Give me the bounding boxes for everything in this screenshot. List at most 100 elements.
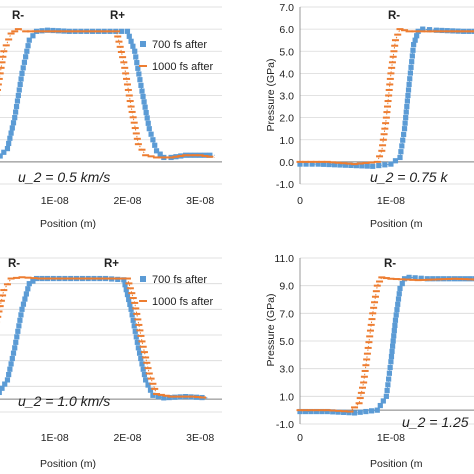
legend-marker [139,65,147,67]
data-point [123,277,131,280]
data-point [135,345,141,351]
data-point [6,371,12,378]
data-point [128,306,134,312]
data-point [147,377,155,380]
data-point [313,408,319,415]
data-point [206,155,214,158]
data-point [22,30,30,33]
data-point [86,277,94,280]
data-point [368,161,376,164]
chart-panel-top-right: -1.00.01.02.03.04.05.06.07.001E-082Posit… [265,2,474,230]
data-point [139,361,145,367]
data-point [76,277,84,280]
data-point [25,43,31,49]
data-point [150,137,156,143]
data-point [401,126,408,132]
data-point [113,277,121,280]
data-point [207,152,213,158]
data-point [121,277,127,283]
data-point [392,158,399,164]
data-point [0,83,2,86]
data-point [120,61,128,64]
data-point [117,50,125,53]
data-point [25,286,31,292]
data-point [15,328,21,334]
data-point [24,276,32,279]
legend-marker [140,41,146,47]
data-point [186,154,194,157]
data-point [351,410,358,416]
data-point [379,138,387,141]
data-point [0,77,3,80]
data-point [417,30,425,33]
data-point [20,65,26,71]
data-point [142,154,150,157]
data-point [382,122,390,125]
data-point [14,28,22,31]
data-point [191,154,199,157]
data-point [433,27,439,33]
data-point [18,76,24,82]
data-point [371,295,379,298]
data-point [0,294,7,297]
data-point [402,120,408,126]
annotation-r-plus: R+ [110,10,125,22]
series-1000fs [296,28,474,166]
data-point [157,393,165,396]
data-point [54,277,62,280]
data-point [145,382,151,388]
data-point [359,163,365,169]
data-point [167,395,175,398]
data-point [364,163,370,169]
x-tick-label: 2E-08 [113,432,141,444]
data-point [385,94,393,97]
data-point [42,30,50,33]
data-point [126,287,134,290]
data-point [397,154,403,161]
data-point [26,37,32,43]
data-point [407,70,413,76]
data-point [83,30,91,33]
data-point [19,306,25,312]
data-point [129,297,137,300]
data-point [380,398,386,404]
series-1000fs [0,276,208,399]
data-point [138,340,146,343]
data-point [382,162,388,168]
data-point [0,299,5,302]
data-point [414,279,422,282]
data-point [0,72,4,75]
data-point [113,30,121,33]
data-point [461,30,469,33]
data-point [9,355,15,362]
data-point [10,120,17,126]
data-point [376,162,382,169]
data-point [362,161,370,164]
data-point [357,409,363,415]
y-tick-label: 0.0 [279,157,294,169]
data-point [11,30,19,33]
data-point [124,28,131,34]
legend-marker [140,276,146,282]
data-point [372,290,380,293]
data-point [388,359,394,365]
data-point [407,76,413,82]
data-point [301,160,309,163]
data-point [403,278,411,281]
data-point [145,120,151,126]
legend: 700 fs after 1000 fs after [139,39,213,73]
data-point [363,352,371,355]
data-point [122,72,130,75]
data-point [126,33,132,39]
legend-label: 1000 fs after [152,61,213,73]
data-point [123,287,129,293]
data-point [94,30,102,33]
data-point [309,161,315,167]
y-tick-label: 9.0 [279,281,294,293]
legend: 700 fs after 1000 fs after [139,274,213,308]
data-point [24,48,30,54]
data-point [128,38,134,44]
data-point [0,61,6,64]
data-point [307,409,315,412]
data-point [155,394,161,400]
